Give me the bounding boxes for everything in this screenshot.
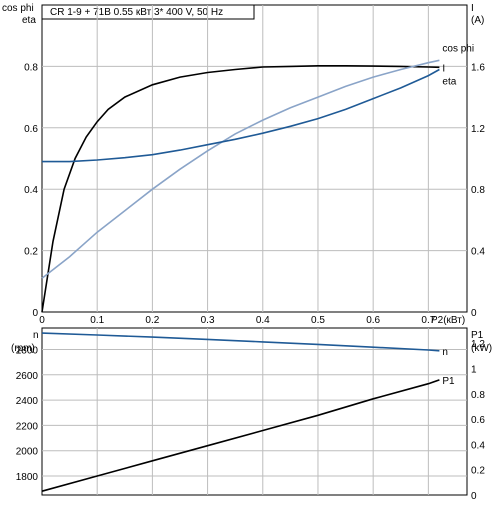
- left-tick-label: 2200: [16, 421, 39, 432]
- series-label-P1: P1: [442, 376, 455, 387]
- left-tick-label: 0.2: [24, 247, 38, 258]
- right-tick-label: 1.2: [471, 124, 485, 135]
- top-left-axis-title-1: cos phi: [2, 3, 34, 14]
- left-tick-label: 2600: [16, 371, 39, 382]
- series-line-P1: [41, 379, 440, 492]
- series-line-I: [42, 68, 440, 163]
- title-box: [41, 4, 255, 20]
- top-right-axis-title-2: (A): [471, 15, 484, 26]
- top-right-axis-title-1: I: [471, 3, 474, 14]
- bottom-left-axis-title-1: n: [33, 330, 39, 341]
- bottom-right-axis-title-1: P1: [471, 330, 484, 341]
- x-tick-label: 0.5: [311, 315, 325, 326]
- right-tick-label: 0: [471, 308, 477, 319]
- left-tick-label: 0.8: [24, 62, 38, 73]
- x-tick-label: 0.4: [256, 315, 270, 326]
- right-tick-label: 1.2: [471, 339, 485, 350]
- x-tick-label: 0.6: [366, 315, 380, 326]
- chart-marks-layer: 0 0.1 0.2 0.3 0.4 0.5 0.6 0.7 0 0.2 0.4 0.6 0.8 0 0.4 0…: [16, 5, 485, 502]
- right-tick-label: 0.8: [471, 185, 485, 196]
- series-line-eta: [41, 65, 440, 313]
- right-tick-label: 0.2: [471, 466, 485, 477]
- bottom-panel-frame: [41, 327, 468, 496]
- left-tick-label: 2400: [16, 396, 39, 407]
- bottom-left-axis-title-2: (rpm): [11, 343, 35, 354]
- left-tick-label: 1800: [16, 472, 39, 483]
- left-tick-label: 0: [32, 308, 38, 319]
- series-label-I: I: [442, 63, 445, 74]
- x-tick-label: 0.1: [90, 315, 104, 326]
- left-tick-label: 0.4: [24, 185, 38, 196]
- x-tick-label: 0.3: [201, 315, 215, 326]
- right-tick-label: 0.4: [471, 440, 485, 451]
- left-tick-label: 2800: [16, 346, 39, 357]
- left-tick-label: 2000: [16, 447, 39, 458]
- right-tick-label: 1: [471, 364, 477, 375]
- x-axis-title: P2(кВт): [431, 315, 465, 326]
- series-label-eta: eta: [442, 76, 456, 87]
- right-tick-label: 0: [471, 491, 477, 500]
- right-tick-label: 0.6: [471, 415, 485, 426]
- left-tick-label: 0.6: [24, 124, 38, 135]
- top-left-axis-title-2: eta: [22, 15, 36, 26]
- x-tick-label: 0.2: [145, 315, 159, 326]
- series-line-cos-phi: [41, 59, 440, 279]
- series-line-n: [41, 332, 440, 352]
- series-label-cos-phi: cos phi: [442, 43, 474, 54]
- bottom-right-axis-title-2: (kW): [471, 343, 492, 354]
- x-tick-label: 0: [39, 315, 45, 326]
- chart-title: CR 1-9 + 71B 0.55 кВт 3* 400 V, 50 Hz: [50, 7, 223, 18]
- right-tick-label: 0.8: [471, 390, 485, 401]
- x-tick-label: 0.7: [421, 315, 435, 326]
- series-label-n: n: [442, 347, 448, 358]
- right-tick-label: 0.4: [471, 247, 485, 258]
- right-tick-label: 1.6: [471, 62, 485, 73]
